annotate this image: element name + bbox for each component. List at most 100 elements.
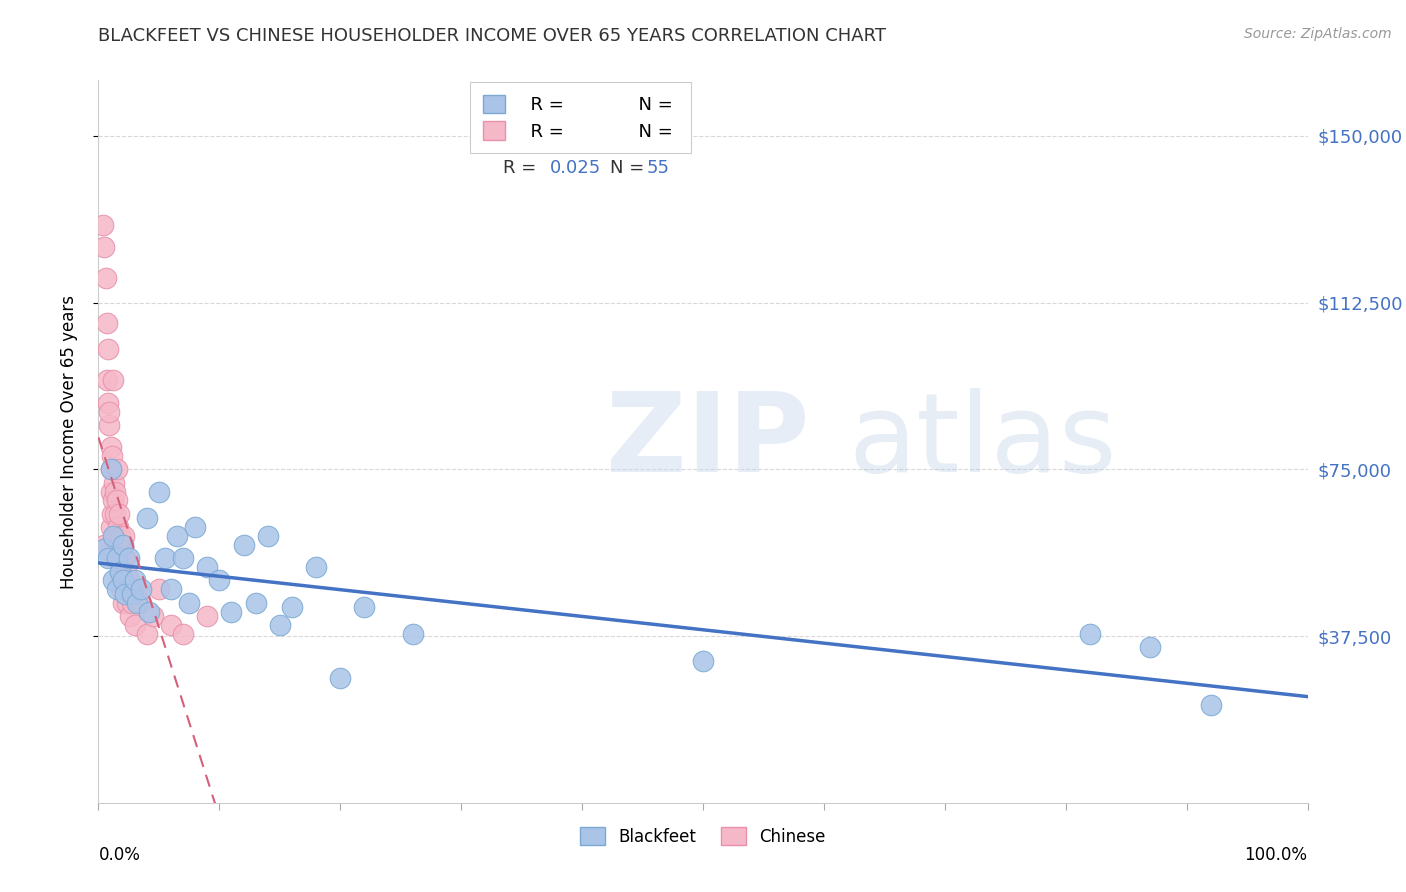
Point: [114, 582, 136, 597]
Point: [101, 493, 124, 508]
Point: [107, 520, 129, 534]
Point: [98, 404, 121, 418]
Point: [353, 600, 375, 615]
Point: [221, 605, 243, 619]
Text: atlas: atlas: [848, 388, 1116, 495]
Text: N =: N =: [610, 103, 650, 122]
Point: [105, 582, 128, 597]
Point: [184, 520, 207, 534]
Point: [117, 596, 139, 610]
Point: [111, 574, 134, 588]
Point: [100, 462, 122, 476]
Text: -0.485: -0.485: [550, 103, 607, 122]
Point: [114, 551, 136, 566]
Point: [111, 574, 134, 588]
Point: [108, 565, 131, 579]
Point: [93, 542, 115, 557]
Point: [124, 574, 146, 588]
Point: [269, 618, 291, 632]
Point: [166, 529, 188, 543]
Point: [153, 551, 176, 566]
Point: [135, 511, 157, 525]
Point: [111, 538, 134, 552]
Point: [100, 440, 122, 454]
Point: [129, 582, 152, 597]
Y-axis label: Householder Income Over 65 years: Householder Income Over 65 years: [59, 294, 77, 589]
Point: [91, 218, 114, 232]
Point: [105, 462, 128, 476]
Point: [110, 542, 132, 557]
Point: [100, 507, 122, 521]
Point: [100, 484, 122, 499]
Point: [148, 484, 170, 499]
Point: [256, 529, 278, 543]
Point: [100, 520, 122, 534]
Point: [402, 627, 425, 641]
Point: [179, 596, 201, 610]
Point: [129, 596, 152, 610]
Point: [100, 449, 122, 463]
Text: 100.0%: 100.0%: [1244, 847, 1308, 864]
Text: BLACKFEET VS CHINESE HOUSEHOLDER INCOME OVER 65 YEARS CORRELATION CHART: BLACKFEET VS CHINESE HOUSEHOLDER INCOME …: [98, 27, 886, 45]
Point: [105, 493, 128, 508]
Point: [148, 582, 170, 597]
Text: N =: N =: [610, 160, 650, 178]
Point: [101, 373, 124, 387]
Point: [245, 596, 267, 610]
Point: [692, 653, 714, 667]
Point: [127, 596, 149, 610]
Point: [138, 605, 160, 619]
Point: [232, 538, 254, 552]
Point: [101, 574, 124, 588]
Text: ZIP: ZIP: [606, 388, 810, 495]
Point: [121, 596, 143, 610]
Point: [142, 609, 165, 624]
Point: [115, 565, 138, 579]
Point: [120, 582, 142, 597]
Point: [281, 600, 304, 615]
Point: [118, 551, 141, 566]
Point: [104, 507, 127, 521]
Point: [105, 529, 128, 543]
Point: [172, 551, 194, 566]
Point: [305, 560, 328, 574]
Point: [111, 551, 134, 566]
Point: [112, 529, 135, 543]
Point: [127, 582, 149, 597]
Point: [111, 596, 134, 610]
Point: [329, 671, 352, 685]
Point: [108, 507, 131, 521]
Point: [108, 529, 131, 543]
Point: [101, 529, 124, 543]
Point: [118, 574, 141, 588]
Point: [172, 627, 194, 641]
Point: [1078, 627, 1101, 641]
Point: [208, 574, 231, 588]
Point: [195, 560, 218, 574]
Text: Source: ZipAtlas.com: Source: ZipAtlas.com: [1244, 27, 1392, 41]
Point: [107, 538, 129, 552]
Point: [96, 316, 118, 330]
Point: [195, 609, 218, 624]
Point: [103, 475, 125, 490]
Point: [97, 395, 120, 409]
Point: [104, 484, 127, 499]
Point: [98, 417, 121, 432]
Point: [118, 609, 141, 624]
Legend: Blackfeet, Chinese: Blackfeet, Chinese: [574, 821, 832, 852]
Text: 41: 41: [647, 103, 669, 122]
Text: 55: 55: [647, 160, 669, 178]
Point: [104, 551, 127, 566]
Point: [96, 373, 118, 387]
Point: [97, 343, 120, 357]
Point: [93, 240, 115, 254]
Point: [105, 551, 128, 566]
Point: [108, 565, 131, 579]
Point: [124, 618, 146, 632]
Point: [160, 618, 183, 632]
Point: [160, 582, 183, 597]
Text: 0.025: 0.025: [550, 160, 600, 178]
Text: R =: R =: [503, 160, 543, 178]
Point: [114, 587, 136, 601]
Point: [100, 462, 122, 476]
